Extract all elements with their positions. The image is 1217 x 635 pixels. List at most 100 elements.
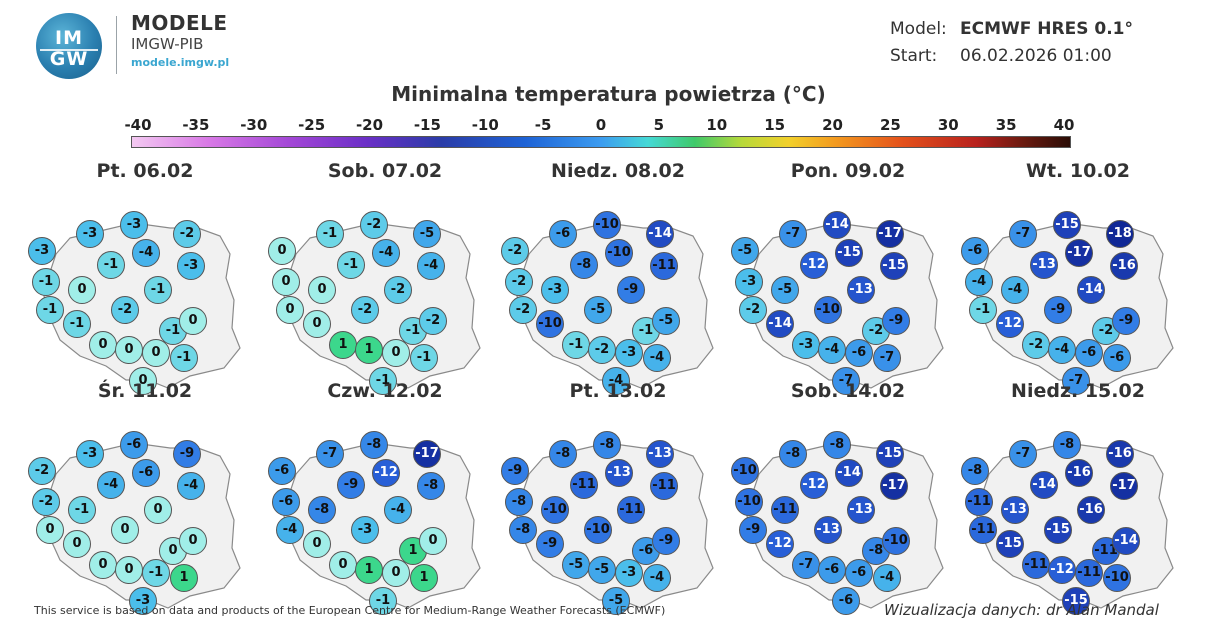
temperature-marker: -2: [32, 488, 60, 516]
colorbar-tick: 0: [595, 116, 607, 134]
temperature-marker: -7: [316, 440, 344, 468]
temperature-marker: 0: [276, 296, 304, 324]
temperature-marker: -1: [562, 331, 590, 359]
temperature-marker: -15: [996, 530, 1024, 558]
temperature-marker: -6: [818, 556, 846, 584]
temperature-marker: -4: [417, 252, 445, 280]
temperature-marker: -7: [1009, 220, 1037, 248]
forecast-panel: Czw. 12.02 -7 -8 -17 -6 -12 -9 -8 -6 -8 -4 -4 -3 1 0 0 0…: [268, 380, 500, 615]
temperature-marker: 0: [419, 527, 447, 555]
colorbar-tick: -20: [355, 116, 384, 134]
temperature-marker: -5: [413, 220, 441, 248]
temperature-marker: -17: [413, 440, 441, 468]
forecast-panel: Sob. 14.02 -8 -8 -15 -10 -14 -12 -17 -10 -11 -13 -9…: [731, 380, 963, 615]
temperature-marker: -4: [643, 564, 671, 592]
forecast-panel: Niedz. 15.02 -7 -8 -16 -8 -16 -14 -17 -11 -13 -16-…: [961, 380, 1193, 615]
temperature-marker: -2: [862, 317, 890, 345]
temperature-marker: -3: [351, 516, 379, 544]
colorbar-tick: 5: [653, 116, 665, 134]
temperature-marker: -2: [505, 268, 533, 296]
temperature-marker: -8: [779, 440, 807, 468]
temperature-marker: -2: [28, 457, 56, 485]
panel-day-title: Pt. 06.02: [96, 160, 194, 182]
colorbar-tick: 10: [706, 116, 728, 134]
map-title: Minimalna temperatura powietrza (°C): [391, 82, 826, 106]
temperature-marker: -5: [602, 587, 630, 615]
temperature-marker: -11: [650, 472, 678, 500]
colorbar-tick: -35: [182, 116, 210, 134]
brand-divider: [116, 16, 117, 74]
temperature-marker: -8: [593, 431, 621, 459]
temperature-marker: -3: [735, 268, 763, 296]
temperature-marker: -13: [847, 496, 875, 524]
forecast-panel: Pon. 09.02 -7 -14 -17 -5 -15 -12 -15 -3 -5 -13 -2 -1…: [731, 160, 963, 395]
temperature-marker: -12: [766, 530, 794, 558]
forecast-panel: Sob. 07.02 -1 -2 -5 0 -4 -1 -4 0 0 -2 0 -2 -1 -2 0 1 1 0 -1…: [268, 160, 500, 395]
temperature-marker: -5: [562, 551, 590, 579]
temperature-marker: -15: [1044, 516, 1072, 544]
temperature-marker: -3: [129, 587, 157, 615]
temperature-marker: -15: [876, 440, 904, 468]
temperature-marker: -8: [570, 251, 598, 279]
temperature-marker: -14: [1077, 276, 1105, 304]
panel-day-title: Śr. 11.02: [97, 380, 193, 402]
temperature-marker: 0: [179, 527, 207, 555]
temperature-marker: -6: [1075, 339, 1103, 367]
temperature-marker: -2: [111, 296, 139, 324]
credit-note: Wizualizacja danych: dr Alan Mandal: [884, 601, 1159, 619]
temperature-marker: 1: [329, 331, 357, 359]
temperature-marker: 0: [115, 336, 143, 364]
temperature-marker: -17: [1065, 239, 1093, 267]
temperature-marker: -17: [1110, 472, 1138, 500]
colorbar-tick: 30: [937, 116, 959, 134]
temperature-marker: 0: [144, 496, 172, 524]
temperature-marker: -13: [814, 516, 842, 544]
temperature-marker: 0: [382, 339, 410, 367]
temperature-marker: -4: [1001, 276, 1029, 304]
temperature-marker: -1: [63, 310, 91, 338]
temperature-marker: -3: [76, 440, 104, 468]
temperature-marker: -8: [308, 496, 336, 524]
temperature-marker: -1: [316, 220, 344, 248]
temperature-marker: 0: [36, 516, 64, 544]
panel-day-title: Niedz. 08.02: [551, 160, 685, 182]
temperature-marker: -1: [369, 587, 397, 615]
temperature-marker: -16: [1110, 252, 1138, 280]
temperature-marker: -11: [969, 516, 997, 544]
temperature-marker: -3: [120, 211, 148, 239]
temperature-marker: 0: [303, 310, 331, 338]
colorbar-tick: -30: [240, 116, 268, 134]
temperature-marker: -1: [144, 276, 172, 304]
temperature-marker: -11: [650, 252, 678, 280]
temperature-marker: -9: [617, 276, 645, 304]
temperature-marker: -15: [880, 252, 908, 280]
temperature-marker: -2: [360, 211, 388, 239]
temperature-marker: -8: [505, 488, 533, 516]
temperature-marker: -5: [588, 556, 616, 584]
brand-url-link[interactable]: modele.imgw.pl: [131, 56, 230, 69]
temperature-marker: -6: [272, 488, 300, 516]
temperature-marker: -12: [800, 471, 828, 499]
temperature-marker: -4: [132, 239, 160, 267]
temperature-marker: -14: [1112, 527, 1140, 555]
temperature-marker: -2: [419, 307, 447, 335]
brand-name: MODELE: [131, 11, 228, 35]
temperature-marker: -5: [731, 237, 759, 265]
temperature-marker: -6: [832, 587, 860, 615]
temperature-marker: -3: [541, 276, 569, 304]
temperature-marker: -1: [369, 367, 397, 395]
temperature-marker: 0: [303, 530, 331, 558]
model-label: Model:: [890, 19, 947, 39]
brand-subtitle: IMGW-PIB: [131, 35, 204, 53]
temperature-marker: -14: [1030, 471, 1058, 499]
temperature-marker: -13: [605, 459, 633, 487]
temperature-marker: -9: [1112, 307, 1140, 335]
colorbar-tick: -10: [471, 116, 499, 134]
temperature-marker: -2: [509, 296, 537, 324]
temperature-marker: -13: [646, 440, 674, 468]
colorbar-tick: 20: [822, 116, 843, 134]
temperature-marker: -7: [873, 344, 901, 372]
temperature-marker: -2: [351, 296, 379, 324]
logo-text-bottom: GW: [49, 48, 89, 70]
temperature-marker: -7: [792, 551, 820, 579]
